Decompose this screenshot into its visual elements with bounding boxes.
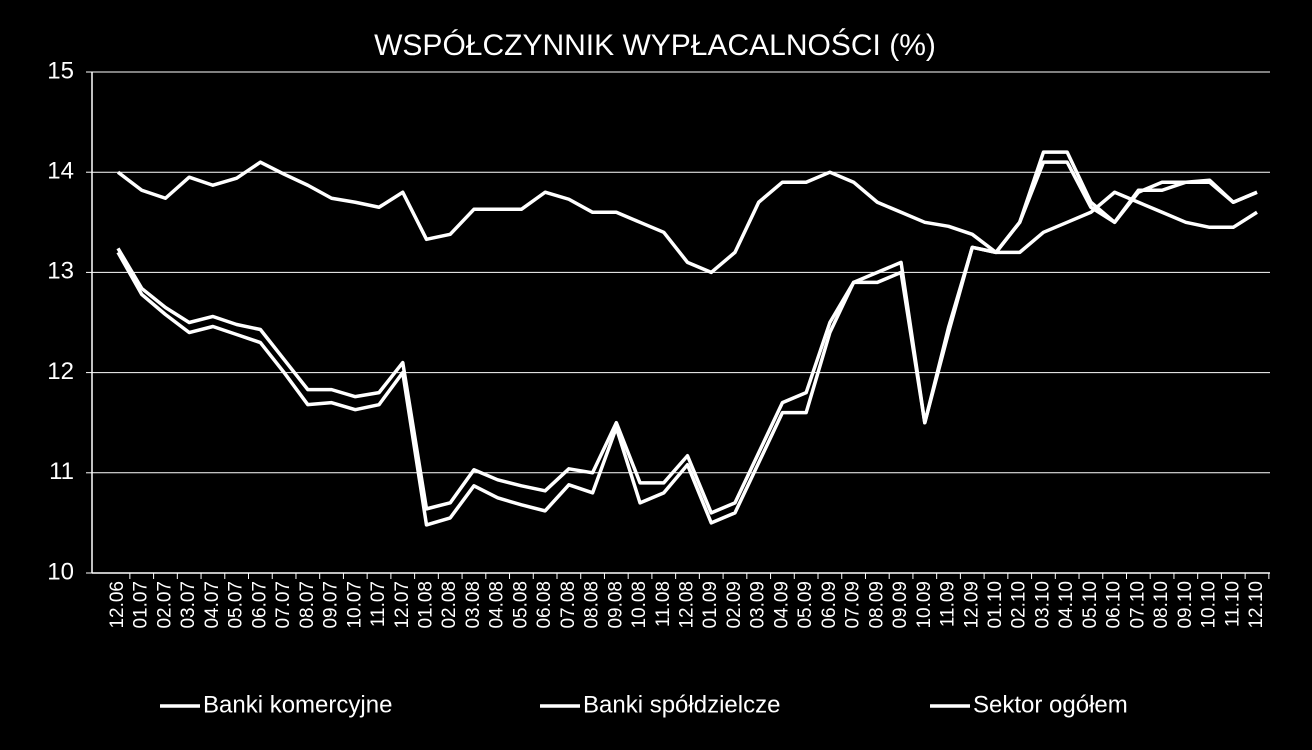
x-tick-label: 01.08 bbox=[415, 581, 436, 629]
x-tick-label: 10.08 bbox=[629, 581, 650, 629]
x-tick-label: 11.10 bbox=[1222, 581, 1243, 627]
x-tick-label: 09.07 bbox=[321, 581, 342, 629]
y-tick-label: 15 bbox=[47, 57, 74, 84]
x-tick-label: 08.07 bbox=[297, 581, 318, 629]
series-line bbox=[116, 160, 1258, 275]
x-tick-label: 06.10 bbox=[1104, 581, 1125, 629]
x-tick-label: 04.10 bbox=[1056, 581, 1077, 629]
x-tick-label: 02.07 bbox=[154, 581, 175, 629]
x-tick-label: 04.08 bbox=[487, 581, 508, 629]
y-tick-label: 14 bbox=[47, 158, 74, 185]
x-tick-label: 10.07 bbox=[344, 581, 365, 629]
x-tick-label: 09.10 bbox=[1175, 581, 1196, 629]
series-line bbox=[116, 160, 1258, 515]
series-line bbox=[116, 150, 1258, 527]
y-tick-label: 10 bbox=[47, 558, 74, 585]
x-tick-label: 11.08 bbox=[653, 581, 674, 627]
x-tick-label: 03.10 bbox=[1032, 581, 1053, 629]
x-tick-label: 12.10 bbox=[1246, 581, 1267, 629]
x-tick-label: 10.09 bbox=[914, 581, 935, 629]
x-tick-label: 12.06 bbox=[107, 581, 128, 629]
x-tick-label: 05.07 bbox=[226, 581, 247, 629]
x-tick-label: 02.08 bbox=[439, 581, 460, 629]
x-tick-label: 06.09 bbox=[819, 581, 840, 629]
x-tick-label: 05.08 bbox=[510, 581, 531, 629]
y-tick-label: 12 bbox=[47, 358, 74, 385]
x-tick-label: 03.07 bbox=[178, 581, 199, 629]
x-tick-label: 12.08 bbox=[677, 581, 698, 629]
x-tick-label: 07.07 bbox=[273, 581, 294, 629]
y-tick-label: 13 bbox=[47, 258, 74, 285]
x-tick-label: 02.09 bbox=[724, 581, 745, 629]
x-tick-label: 04.09 bbox=[771, 581, 792, 629]
x-tick-label: 06.07 bbox=[249, 581, 270, 629]
legend-label: Banki komercyjne bbox=[203, 691, 392, 718]
x-tick-label: 07.08 bbox=[558, 581, 579, 629]
x-tick-label: 09.08 bbox=[605, 581, 626, 629]
x-tick-label: 05.10 bbox=[1080, 581, 1101, 629]
x-tick-label: 01.07 bbox=[131, 581, 152, 629]
x-tick-label: 08.10 bbox=[1151, 581, 1172, 629]
x-tick-label: 07.09 bbox=[843, 581, 864, 629]
x-tick-label: 08.09 bbox=[866, 581, 887, 629]
x-tick-label: 03.08 bbox=[463, 581, 484, 629]
x-tick-label: 12.07 bbox=[392, 581, 413, 629]
x-tick-label: 07.10 bbox=[1127, 581, 1148, 629]
x-tick-label: 01.10 bbox=[985, 581, 1006, 629]
x-tick-label: 11.07 bbox=[368, 581, 389, 627]
x-tick-label: 02.10 bbox=[1009, 581, 1030, 629]
x-tick-label: 08.08 bbox=[582, 581, 603, 629]
y-tick-label: 11 bbox=[49, 458, 74, 485]
x-tick-label: 03.09 bbox=[748, 581, 769, 629]
x-tick-label: 12.09 bbox=[961, 581, 982, 629]
x-tick-label: 11.09 bbox=[938, 581, 959, 627]
x-tick-label: 01.09 bbox=[700, 581, 721, 629]
x-tick-label: 04.07 bbox=[202, 581, 223, 629]
x-tick-label: 10.10 bbox=[1199, 581, 1220, 629]
x-tick-label: 09.09 bbox=[890, 581, 911, 629]
legend-label: Banki spółdzielcze bbox=[583, 691, 780, 718]
x-tick-label: 05.09 bbox=[795, 581, 816, 629]
chart-title: WSPÓŁCZYNNIK WYPŁACALNOŚCI (%) bbox=[374, 28, 936, 62]
legend-label: Sektor ogółem bbox=[973, 691, 1128, 718]
x-tick-label: 06.08 bbox=[534, 581, 555, 629]
